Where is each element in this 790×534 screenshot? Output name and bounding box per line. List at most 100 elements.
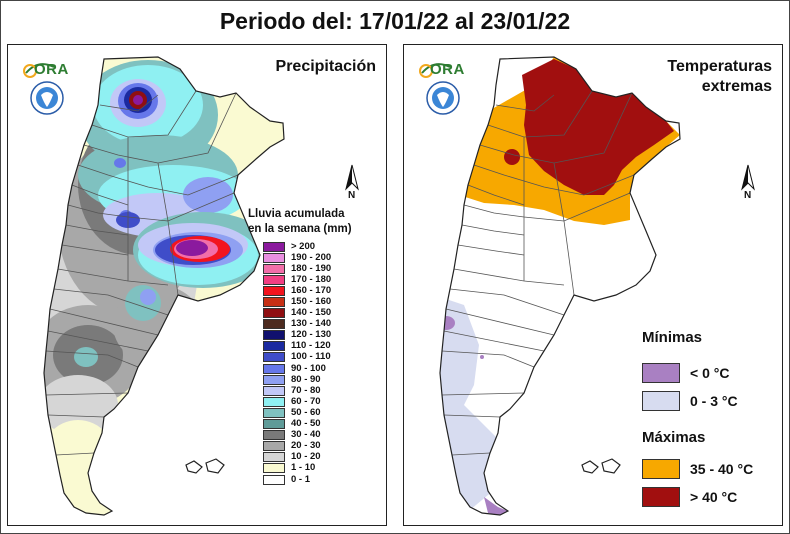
precipitation-panel: ORA Precipitación N Lluvia acumulada en … (7, 44, 387, 526)
legend-label: 50 - 60 (291, 406, 321, 418)
legend-item: 30 - 40 (263, 430, 331, 441)
legend-item: > 200 (263, 241, 331, 252)
legend-label: 1 - 10 (291, 462, 316, 474)
north-label: N (348, 190, 356, 201)
province-borders (45, 90, 239, 456)
legend-item: 180 - 190 (263, 263, 331, 274)
legend-item: 0 - 1 (263, 474, 331, 485)
legend-swatch (263, 263, 285, 274)
legend-label: 140 - 150 (291, 307, 332, 319)
legend-label: 130 - 140 (291, 318, 332, 330)
ora-logo-text: ORA (430, 61, 465, 78)
legend-swatch (263, 396, 285, 407)
legend-swatch (642, 487, 680, 507)
legend-item: 120 - 130 (263, 330, 331, 341)
legend-swatch (263, 430, 285, 441)
legend-swatch (263, 452, 285, 463)
legend-swatch (642, 363, 680, 383)
legend-maxima-35-40: 35 - 40 °C (642, 459, 753, 479)
legend-swatch (263, 441, 285, 452)
legend-swatch (263, 319, 285, 330)
north-label: N (744, 190, 752, 201)
legend-swatch (263, 285, 285, 296)
precipitation-legend-title: Lluvia acumulada en la semana (mm) (248, 207, 378, 237)
legend-label: 0 - 3 °C (690, 393, 738, 409)
legend-label: > 40 °C (690, 489, 738, 505)
precipitation-legend: > 200 190 - 200 180 - 190 170 - 180 160 - 17… (263, 241, 331, 485)
legend-label: 30 - 40 (291, 429, 321, 441)
legend-item: 60 - 70 (263, 396, 331, 407)
ora-logo (23, 63, 55, 78)
temperature-map (439, 56, 681, 516)
legend-swatch (642, 459, 680, 479)
malvinas-islands (185, 458, 225, 474)
institution-seal (30, 81, 64, 115)
legend-item: 90 - 100 (263, 363, 331, 374)
legend-item: 130 - 140 (263, 319, 331, 330)
legend-label: 60 - 70 (291, 395, 321, 407)
temperature-title-line1: Temperaturas (667, 58, 772, 75)
legend-item: 20 - 30 (263, 441, 331, 452)
malvinas-islands (581, 458, 621, 474)
legend-label: 80 - 90 (291, 373, 321, 385)
legend-swatch (263, 374, 285, 385)
legend-label: 40 - 50 (291, 418, 321, 430)
legend-item: 170 - 180 (263, 274, 331, 285)
legend-swatch (263, 252, 285, 263)
ora-logo-text: ORA (34, 61, 69, 78)
legend-label: 10 - 20 (291, 451, 321, 463)
legend-label: 180 - 190 (291, 262, 332, 274)
legend-label: > 200 (291, 240, 316, 252)
legend-label: 20 - 30 (291, 440, 321, 452)
legend-label: < 0 °C (690, 365, 730, 381)
institution-seal (426, 81, 460, 115)
legend-label: 160 - 170 (291, 284, 332, 296)
legend-item: 150 - 160 (263, 296, 332, 308)
legend-item: 70 - 80 (263, 385, 331, 396)
legend-item: 50 - 60 (263, 407, 331, 418)
legend-swatch (263, 407, 285, 418)
temperature-title-line2: extremas (701, 78, 772, 95)
legend-swatch (263, 474, 285, 485)
legend-swatch (263, 419, 285, 430)
legend-label: 120 - 130 (291, 329, 332, 341)
ora-logo (419, 63, 451, 78)
legend-item: 140 - 150 (263, 308, 331, 319)
legend-item: 100 - 110 (263, 352, 331, 363)
legend-maxima-above-40: > 40 °C (642, 487, 737, 507)
legend-swatch (263, 241, 285, 252)
legend-item: 1 - 10 (263, 463, 331, 474)
temperature-title: Temperaturas extremas (667, 57, 772, 97)
maximas-heading: Máximas (642, 429, 706, 446)
legend-minima-0-3: 0 - 3 °C (642, 391, 738, 411)
legend-title-line2: en la semana (mm) (248, 223, 352, 235)
legend-item: 160 - 170 (263, 285, 331, 296)
precipitation-title: Precipitación (275, 58, 376, 75)
legend-item: 40 - 50 (263, 419, 331, 430)
legend-swatch (263, 341, 285, 352)
precipitation-map (43, 56, 285, 516)
legend-label: 0 - 1 (291, 473, 311, 485)
legend-swatch (263, 308, 285, 319)
legend-label: 90 - 100 (291, 362, 326, 374)
legend-label: 190 - 200 (291, 251, 332, 263)
north-arrow-icon (345, 164, 359, 191)
legend-label: 150 - 160 (291, 296, 332, 308)
legend-swatch (642, 391, 680, 411)
figure-title: Periodo del: 17/01/22 al 23/01/22 (219, 8, 571, 34)
legend-minima-below-0: < 0 °C (642, 363, 729, 383)
legend-label: 35 - 40 °C (690, 461, 754, 477)
legend-item: 80 - 90 (263, 374, 331, 385)
legend-swatch (263, 330, 285, 341)
legend-title-line1: Lluvia acumulada (248, 208, 345, 220)
legend-item: 110 - 120 (263, 341, 331, 352)
legend-label: 110 - 120 (291, 340, 331, 352)
legend-swatch (263, 274, 285, 285)
north-arrow-icon (741, 164, 755, 191)
legend-label: 70 - 80 (291, 384, 321, 396)
legend-swatch (263, 363, 285, 374)
legend-swatch (263, 352, 285, 363)
legend-item: 10 - 20 (263, 452, 331, 463)
minimas-heading: Mínimas (642, 329, 703, 346)
legend-label: 100 - 110 (291, 351, 331, 363)
